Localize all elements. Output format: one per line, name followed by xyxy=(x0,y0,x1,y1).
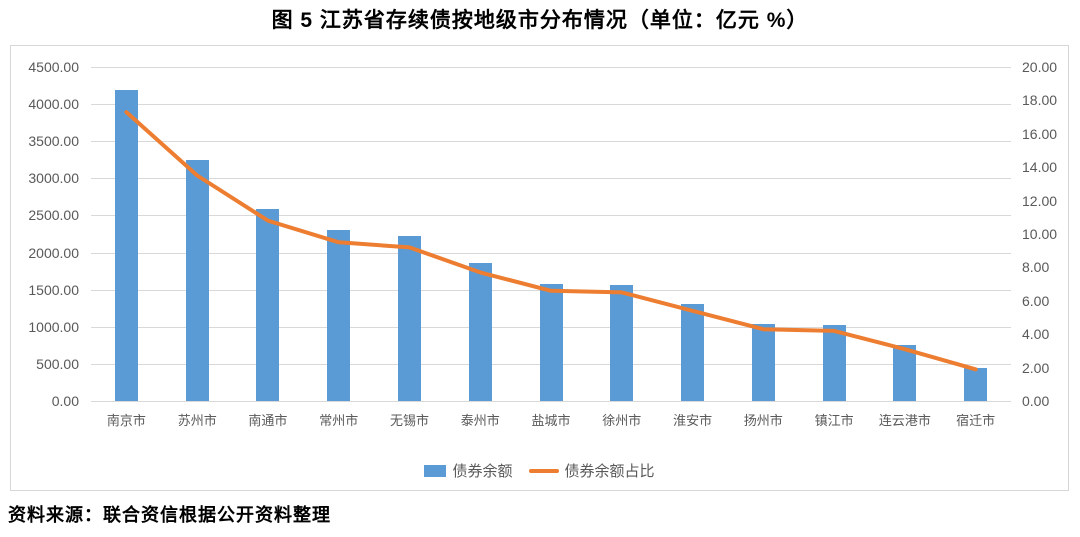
legend-line-swatch xyxy=(528,468,559,473)
left-axis-tick: 4500.00 xyxy=(28,59,79,75)
left-axis-tick: 2500.00 xyxy=(28,207,79,224)
legend-bar-swatch xyxy=(424,464,447,477)
legend-line-label: 债券余额占比 xyxy=(564,463,655,480)
bar-南京市 xyxy=(114,90,138,401)
gridline xyxy=(91,178,1011,180)
x-axis-label-徐州市: 徐州市 xyxy=(602,413,642,428)
bar-徐州市 xyxy=(610,284,634,401)
bar-扬州市 xyxy=(751,323,775,401)
right-axis-tick: 4.00 xyxy=(1022,326,1050,343)
x-axis-label-宿迁市: 宿迁市 xyxy=(956,413,996,428)
ratio-line xyxy=(124,110,978,372)
ratio-line-series xyxy=(124,110,978,372)
bar-苏州市 xyxy=(185,159,209,401)
x-axis-label-连云港市: 连云港市 xyxy=(878,413,931,428)
source-note: 资料来源：联合资信根据公开资料整理 xyxy=(8,505,331,525)
left-axis-tick: 3000.00 xyxy=(28,170,79,187)
chart-container: 0.00 500.00 1000.00 1500.00 2000.00 2500.00 30… xyxy=(10,45,1069,491)
right-axis-tick: 14.00 xyxy=(1022,159,1058,176)
gridline xyxy=(91,67,1011,68)
left-axis-tick: 2000.00 xyxy=(28,244,79,261)
right-axis-tick: 8.00 xyxy=(1022,259,1050,276)
legend: 债券余额 债券余额占比 xyxy=(11,460,1068,481)
bar-常州市 xyxy=(327,230,351,401)
right-axis-tick: 6.00 xyxy=(1022,292,1050,309)
left-axis-tick: 4000.00 xyxy=(28,96,79,113)
bar-盐城市 xyxy=(539,283,563,401)
left-axis-tick: 1000.00 xyxy=(28,318,79,335)
bar-镇江市 xyxy=(822,324,846,401)
gridline xyxy=(91,104,1011,106)
bar-无锡市 xyxy=(398,236,421,401)
left-axis-tick: 0.00 xyxy=(51,393,79,409)
right-axis-tick: 2.00 xyxy=(1022,359,1050,376)
x-axis-label-苏州市: 苏州市 xyxy=(177,413,217,428)
plot-area xyxy=(91,67,1011,402)
gridline xyxy=(91,401,1011,402)
gridline xyxy=(91,215,1011,217)
x-axis-label-淮安市: 淮安市 xyxy=(673,413,713,428)
x-axis-label-扬州市: 扬州市 xyxy=(743,413,783,428)
bar-宿迁市 xyxy=(964,368,988,401)
bar-淮安市 xyxy=(681,303,704,401)
legend-bar-label: 债券余额 xyxy=(452,463,513,480)
left-axis-tick: 500.00 xyxy=(36,355,79,372)
x-axis-label-南通市: 南通市 xyxy=(248,413,288,428)
x-axis-label-南京市: 南京市 xyxy=(106,413,146,428)
right-axis-tick: 18.00 xyxy=(1022,92,1058,109)
right-axis-tick: 16.00 xyxy=(1022,125,1058,142)
x-axis-label-常州市: 常州市 xyxy=(319,413,359,428)
bar-泰州市 xyxy=(468,262,492,401)
right-axis-tick: 12.00 xyxy=(1022,192,1058,209)
gridline xyxy=(91,252,1011,254)
chart-title: 图 5 江苏省存续债按地级市分布情况（单位：亿元 %） xyxy=(271,9,809,32)
right-axis-tick: 20.00 xyxy=(1022,59,1058,75)
bar-南通市 xyxy=(256,208,280,401)
x-axis-label-镇江市: 镇江市 xyxy=(814,413,854,428)
x-axis-label-泰州市: 泰州市 xyxy=(460,413,500,428)
gridline xyxy=(91,141,1011,143)
left-axis-tick: 1500.00 xyxy=(28,281,79,298)
x-axis-label-盐城市: 盐城市 xyxy=(531,413,571,428)
left-axis-tick: 3500.00 xyxy=(28,133,79,150)
x-axis-label-无锡市: 无锡市 xyxy=(389,413,429,428)
right-axis-tick: 0.00 xyxy=(1022,393,1050,409)
bar-连云港市 xyxy=(893,345,917,401)
right-axis-tick: 10.00 xyxy=(1022,226,1058,242)
